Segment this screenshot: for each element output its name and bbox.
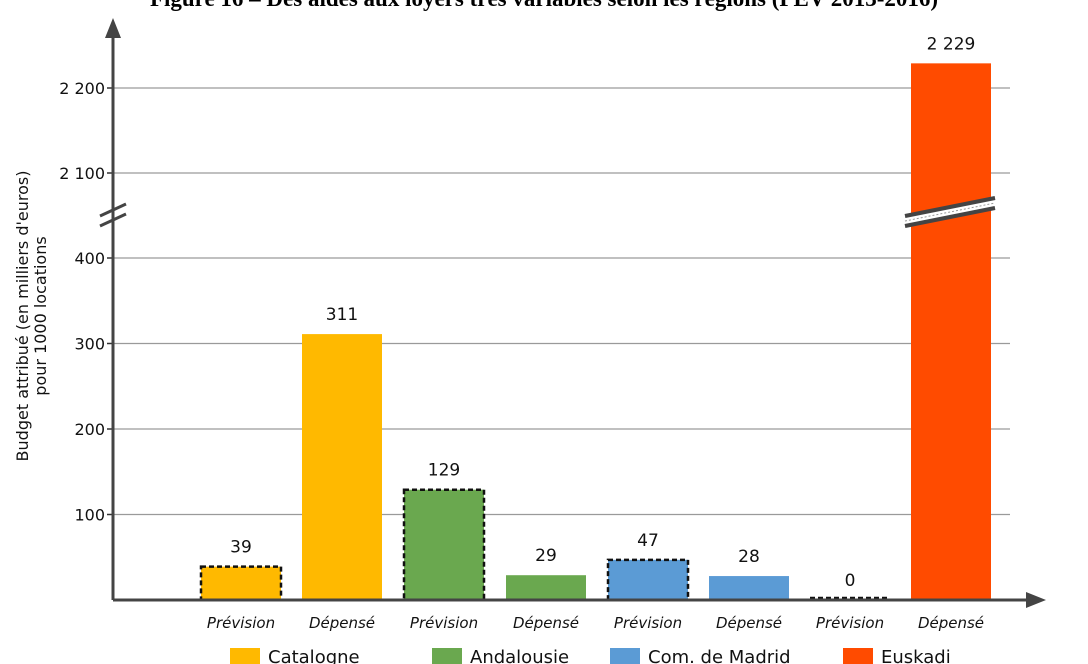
- chart-title: Figure 16 – Des aides aux loyers très va…: [0, 0, 1088, 12]
- data-label: 29: [535, 546, 557, 566]
- x-tick-label: Prévision: [207, 614, 275, 632]
- bar: [506, 575, 586, 600]
- x-tick-label: Prévision: [410, 614, 478, 632]
- legend-swatch: [610, 648, 640, 664]
- x-tick-label: Prévision: [816, 614, 884, 632]
- y-tick-label: 200: [74, 420, 105, 439]
- x-tick-label: Dépensé: [513, 614, 579, 632]
- legend-swatch: [843, 648, 873, 664]
- bar: [302, 334, 382, 600]
- x-tick-label: Prévision: [614, 614, 682, 632]
- x-tick-label: Dépensé: [309, 614, 375, 632]
- axis-break-mark: [904, 206, 996, 228]
- axis-break-mark: [904, 202, 996, 222]
- data-label: 0: [845, 571, 856, 591]
- bar: [709, 576, 789, 600]
- bar: [606, 558, 690, 602]
- y-tick-label: 400: [74, 249, 105, 268]
- data-label: 2 229: [927, 34, 976, 54]
- data-label: 311: [326, 305, 358, 325]
- bar: [199, 565, 283, 602]
- data-label: 47: [637, 531, 659, 551]
- bar: [911, 63, 991, 601]
- data-label: 28: [738, 547, 760, 567]
- legend-swatch: [432, 648, 462, 664]
- axis-break-mark: [904, 196, 996, 218]
- x-tick-label: Dépensé: [716, 614, 782, 632]
- x-axis-arrow: [1026, 592, 1046, 608]
- data-label: 129: [428, 461, 460, 481]
- y-axis-label: pour 1000 locations: [31, 236, 50, 395]
- legend-swatch: [230, 648, 260, 664]
- x-tick-label: Dépensé: [918, 614, 984, 632]
- legend-label: Euskadi: [881, 647, 951, 664]
- y-axis-arrow: [105, 18, 121, 38]
- data-label: 39: [230, 538, 252, 558]
- bar: [402, 488, 486, 602]
- y-tick-label: 2 100: [59, 164, 105, 183]
- y-axis-label: Budget attribué (en milliers d'euros): [13, 171, 32, 462]
- y-tick-label: 2 200: [59, 79, 105, 98]
- y-tick-label: 300: [74, 335, 105, 354]
- y-tick-label: 100: [74, 506, 105, 525]
- legend-label: Catalogne: [268, 647, 360, 664]
- legend-label: Com. de Madrid: [648, 647, 791, 664]
- legend-label: Andalousie: [470, 647, 569, 664]
